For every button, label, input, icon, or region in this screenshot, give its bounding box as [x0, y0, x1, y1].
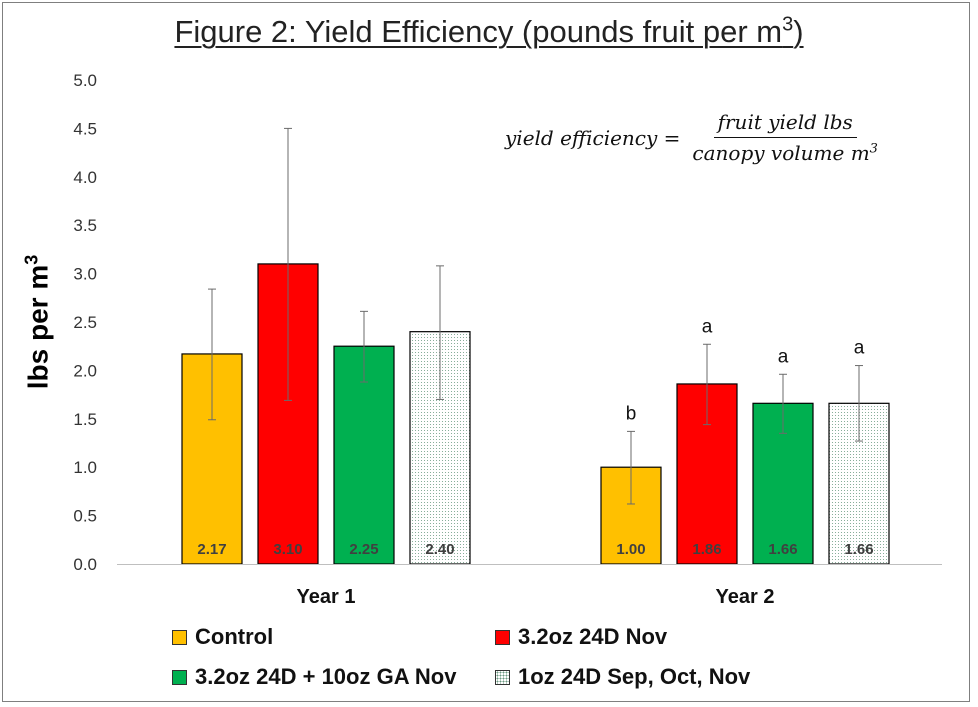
legend-label-24d-ga-nov: 3.2oz 24D + 10oz GA Nov — [195, 664, 457, 689]
y-tick-label: 3.5 — [73, 216, 97, 235]
chart-title-end: ) — [793, 14, 804, 50]
y-tick-label: 4.0 — [73, 168, 97, 187]
bars: 2.17 1.00 b 3.10 1.86 a 2.25 1.66 a 2.40 1.66 a — [181, 127, 890, 565]
data-label: 1.00 — [616, 541, 645, 558]
legend-swatch-24d-ga-nov — [172, 669, 187, 685]
chart-title-superscript: 3 — [782, 14, 794, 36]
legend-swatch-control — [172, 629, 187, 645]
data-label: 2.40 — [425, 541, 454, 558]
formula-annotation: yield efficiency = fruit yield lbs canop… — [505, 110, 882, 165]
legend-label-1oz-24d-sep-oct-nov: 1oz 24D Sep, Oct, Nov — [518, 664, 751, 689]
y-tick-label: 4.5 — [73, 119, 97, 138]
legend-item-control: Control — [172, 624, 273, 650]
data-label: 1.66 — [844, 541, 873, 558]
formula-denominator: canopy volume m3 — [688, 138, 882, 165]
significance-letter: a — [778, 346, 789, 367]
formula-fraction: fruit yield lbs canopy volume m3 — [688, 110, 882, 165]
chart-title-text: Figure 2: Yield Efficiency (pounds fruit… — [174, 14, 783, 50]
data-label: 1.86 — [692, 541, 721, 558]
legend-swatch-3-2oz-24d-nov — [495, 629, 510, 645]
formula-numerator: fruit yield lbs — [713, 110, 857, 138]
y-axis: 0.0 0.5 1.0 1.5 2.0 2.5 3.0 3.5 4.0 4.5 5.0 — [73, 71, 97, 574]
y-tick-label: 1.5 — [73, 410, 97, 429]
x-category-label: Year 1 — [297, 586, 356, 608]
x-axis: Year 1 Year 2 — [117, 564, 942, 608]
significance-letter: a — [854, 338, 865, 359]
legend-item-3-2oz-24d-nov: 3.2oz 24D Nov — [495, 624, 667, 650]
y-tick-label: 0.5 — [73, 507, 97, 526]
y-tick-label: 5.0 — [73, 71, 97, 90]
legend-item-1oz-24d-sep-oct-nov: 1oz 24D Sep, Oct, Nov — [495, 664, 750, 690]
chart-frame — [2, 2, 970, 702]
y-tick-label: 0.0 — [73, 555, 97, 574]
x-category-label: Year 2 — [716, 586, 775, 608]
formula-denominator-superscript: 3 — [869, 141, 878, 157]
data-label: 2.25 — [349, 541, 378, 558]
legend-label-3-2oz-24d-nov: 3.2oz 24D Nov — [518, 624, 668, 649]
legend-label-control: Control — [195, 624, 274, 649]
data-label: 3.10 — [273, 541, 302, 558]
significance-letter: a — [702, 316, 713, 337]
legend-item-24d-ga-nov: 3.2oz 24D + 10oz GA Nov — [172, 664, 456, 690]
chart-title: Figure 2: Yield Efficiency (pounds fruit… — [0, 14, 978, 50]
formula-lhs: yield efficiency = — [505, 125, 681, 150]
y-tick-label: 3.0 — [73, 265, 97, 284]
data-label: 1.66 — [768, 541, 797, 558]
data-label: 2.17 — [197, 541, 226, 558]
formula-denominator-text: canopy volume m — [692, 141, 870, 165]
significance-letter: b — [626, 403, 637, 424]
y-tick-label: 1.0 — [73, 458, 97, 477]
legend-swatch-1oz-24d-sep-oct-nov — [495, 669, 510, 685]
y-tick-label: 2.0 — [73, 361, 97, 380]
y-tick-label: 2.5 — [73, 313, 97, 332]
